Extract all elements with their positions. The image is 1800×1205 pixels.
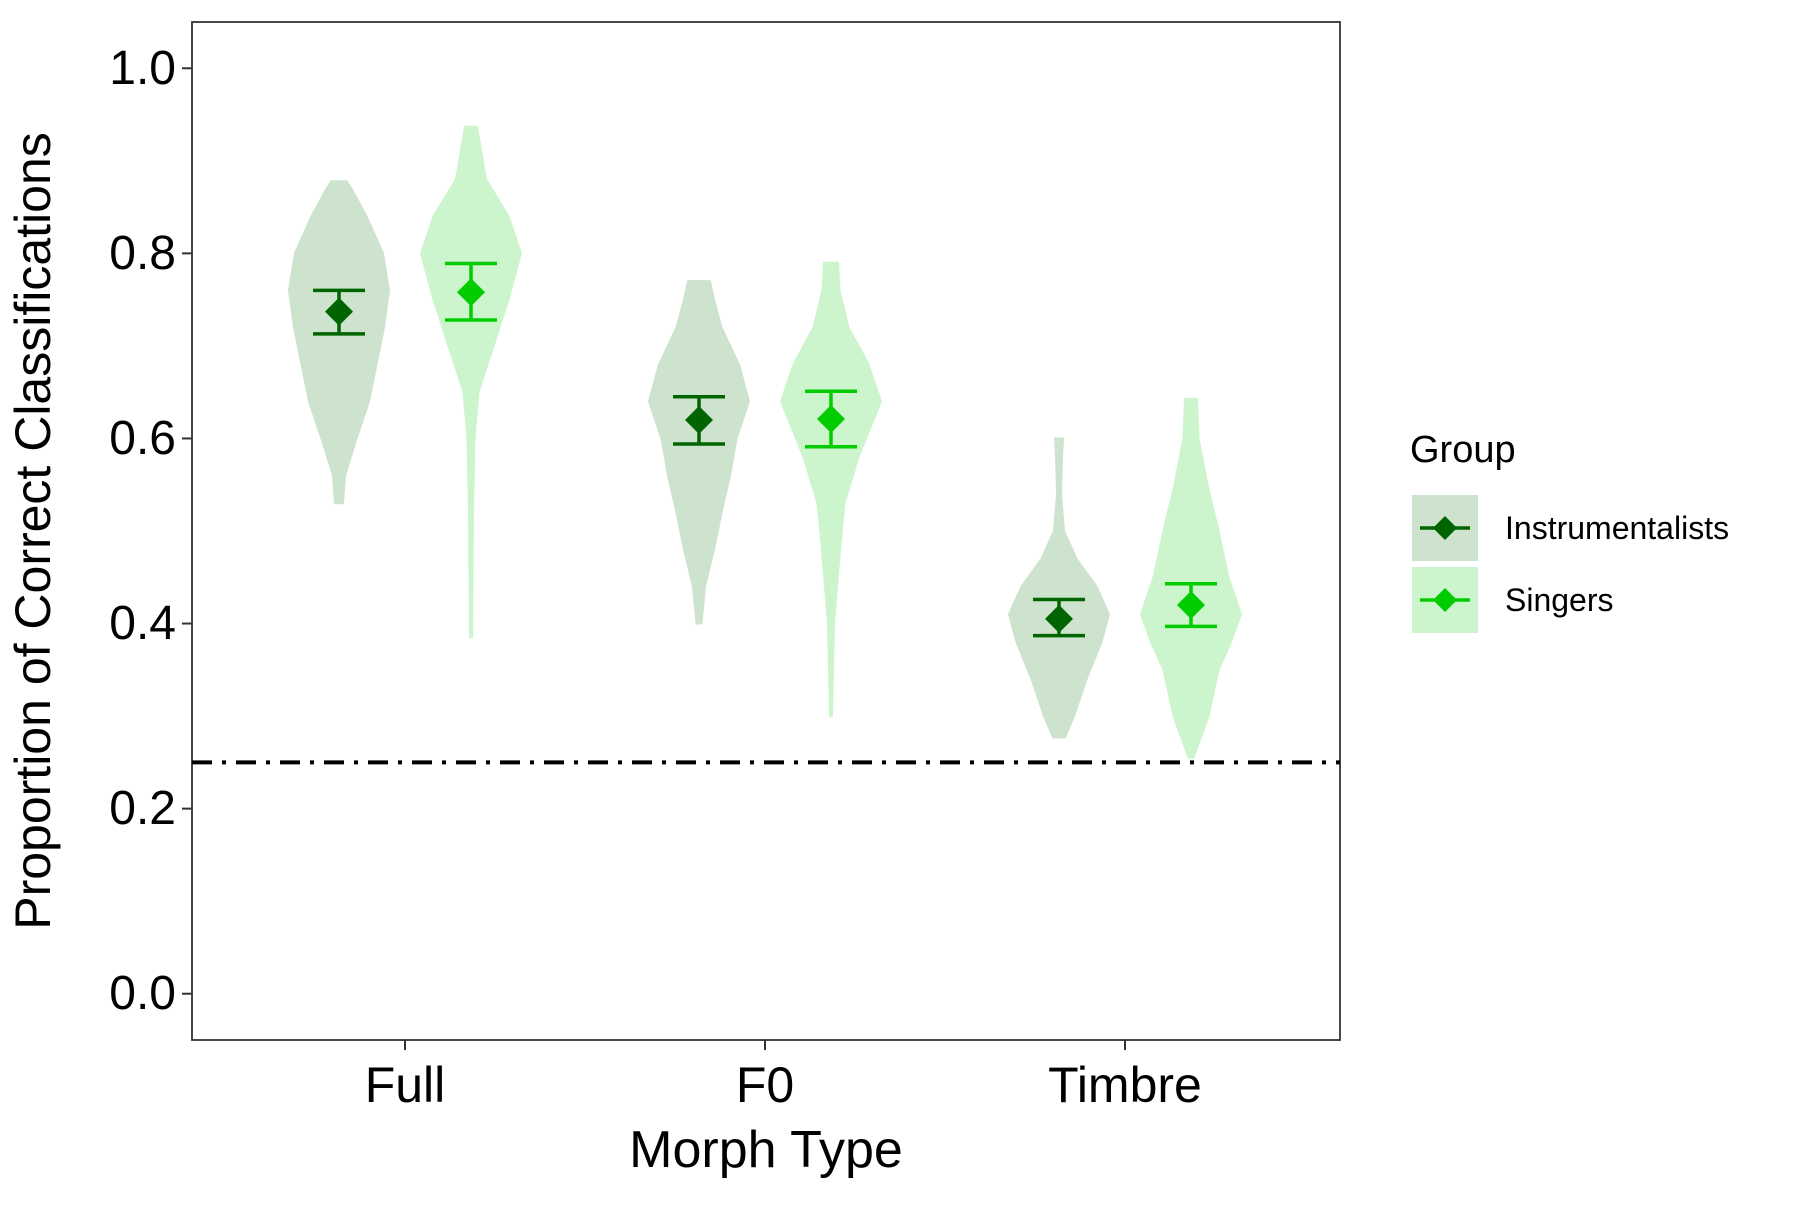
violin-instrumentalists-full (288, 180, 390, 505)
violin-singers-timbre (1140, 397, 1242, 759)
legend-label-singers: Singers (1505, 582, 1614, 618)
y-tick-label: 0.2 (109, 782, 176, 835)
x-axis-title: Morph Type (629, 1121, 903, 1179)
y-tick-label: 1.0 (109, 42, 176, 95)
legend-title: Group (1410, 429, 1516, 471)
legend-diamond-instrumentalists (1433, 516, 1457, 540)
mean-point-singers-full (457, 278, 485, 307)
mean-point-singers-f0 (817, 405, 845, 434)
mean-point-singers-timbre (1177, 591, 1205, 620)
violin-instrumentalists-timbre (1008, 437, 1110, 739)
plot-panel (191, 21, 1341, 1041)
errorbar-layer (313, 261, 1217, 638)
y-tick-label: 0.4 (109, 597, 176, 650)
legend-diamond-singers (1433, 588, 1457, 612)
y-axis: 0.0 0.2 0.4 0.6 0.8 1.0 (109, 42, 192, 1020)
y-axis-title: Proportion of Correct Classifications (5, 132, 61, 930)
x-tick-label: Full (365, 1057, 446, 1113)
mean-point-instrumentalists-f0 (685, 405, 713, 434)
x-axis: Full F0 Timbre (365, 1040, 1202, 1113)
y-tick-label: 0.0 (109, 967, 176, 1020)
legend: Group Instrumentalists Singers (1410, 429, 1729, 633)
legend-items: Instrumentalists Singers (1412, 495, 1729, 633)
mean-point-instrumentalists-timbre (1045, 604, 1073, 633)
y-tick-label: 0.6 (109, 412, 176, 465)
x-tick-label: F0 (736, 1057, 794, 1113)
violins-layer (288, 125, 1242, 759)
violin-singers-full (420, 125, 522, 639)
violin-singers-f0 (780, 261, 882, 718)
violin-instrumentalists-f0 (648, 280, 750, 625)
y-tick-label: 0.8 (109, 227, 176, 280)
legend-label-instrumentalists: Instrumentalists (1505, 510, 1729, 546)
x-tick-label: Timbre (1048, 1057, 1202, 1113)
mean-point-instrumentalists-full (325, 297, 353, 326)
